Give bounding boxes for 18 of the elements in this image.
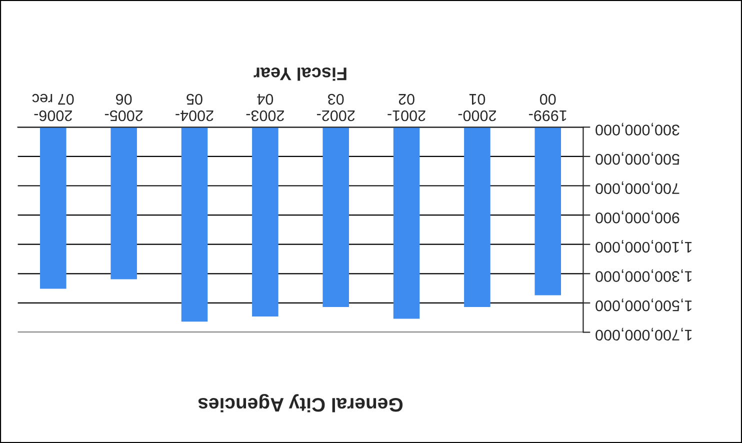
x-tick-label: 2000-01 bbox=[458, 94, 496, 122]
x-tick-label: 2004-05 bbox=[176, 94, 214, 122]
x-tick-label: 2003-04 bbox=[246, 94, 284, 122]
y-tick-label: 1,100,000,000 bbox=[596, 240, 692, 253]
y-tick-label: 900,000,000 bbox=[596, 210, 680, 224]
y-tick-label: 1,500,000,000 bbox=[596, 298, 692, 312]
x-tick-label: 2006-07 rec bbox=[32, 94, 74, 122]
y-tick-label: 700,000,000 bbox=[596, 181, 680, 194]
x-tick-label: 2002-03 bbox=[316, 94, 355, 122]
x-tick-label: 2005-06 bbox=[104, 94, 143, 122]
y-tick-label: 500,000,000 bbox=[596, 152, 680, 165]
y-tick-label: 1,300,000,000 bbox=[596, 269, 692, 282]
x-tick-label: 2001-02 bbox=[388, 94, 426, 122]
x-tick-label: 1999-00 bbox=[529, 94, 566, 122]
x-axis-title: Fiscal Year bbox=[254, 67, 346, 81]
y-tick-label: 1,700,000,000 bbox=[596, 328, 692, 341]
y-tick-label: 300,000,000 bbox=[596, 122, 680, 136]
text: General City Agencies bbox=[198, 394, 403, 412]
